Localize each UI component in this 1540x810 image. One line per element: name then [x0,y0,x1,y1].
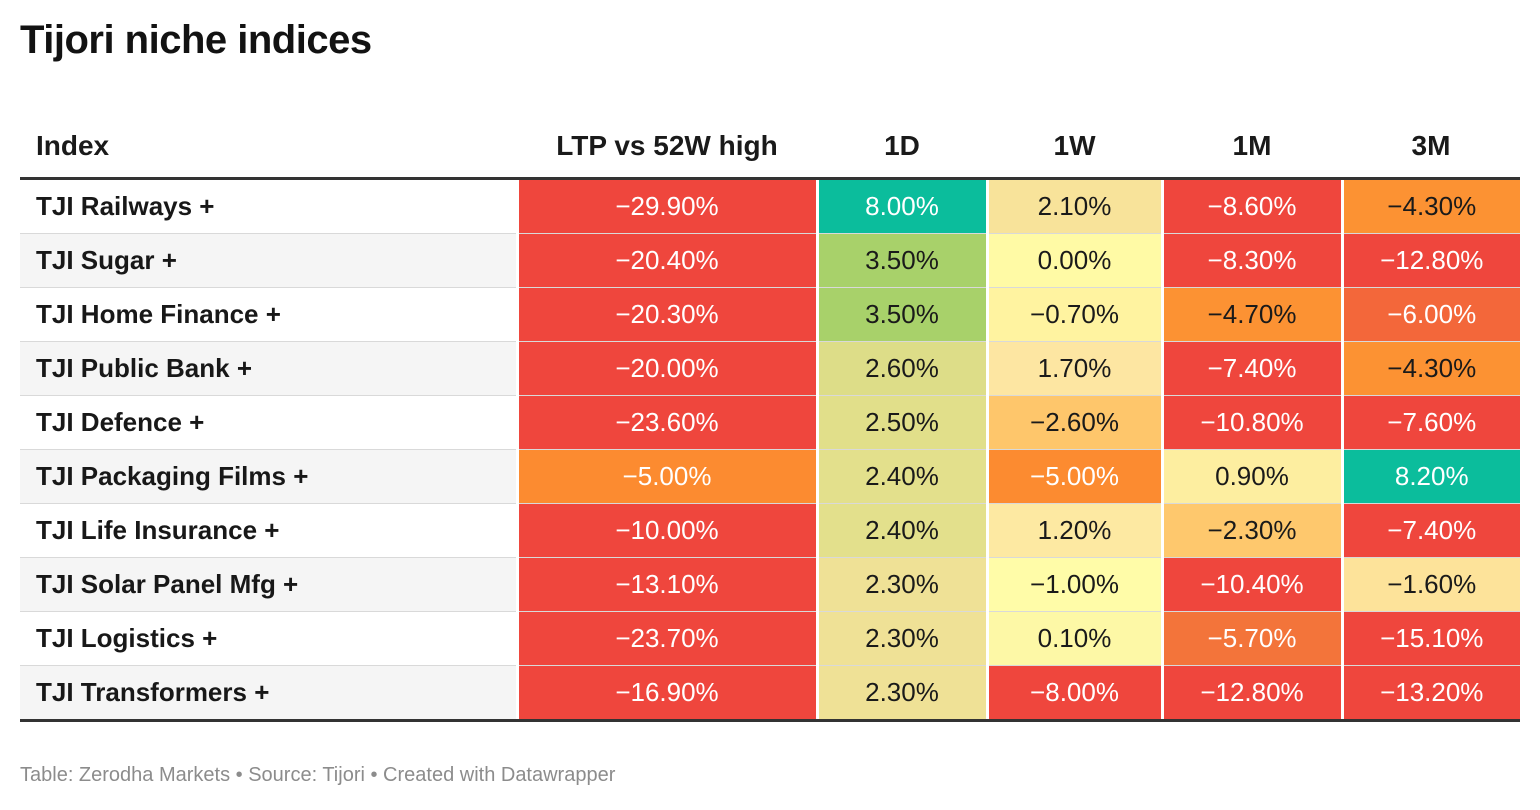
table-row: TJI Transformers + −16.90% 2.30% −8.00% −12.… [20,665,1520,722]
table-body: TJI Railways + −29.90% 8.00% 2.10% −8.60% −4.… [20,178,1520,722]
column-header-ltp-vs-52w-high[interactable]: LTP vs 52W high [517,115,817,180]
value-cell: 2.40% [815,449,987,504]
table-row: TJI Railways + −29.90% 8.00% 2.10% −8.60% −4.… [20,178,1520,234]
value-cell: −20.40% [515,233,817,288]
value-cell: −4.70% [1160,287,1342,342]
value-cell: 0.00% [985,233,1162,288]
table-row: TJI Life Insurance + −10.00% 2.40% 1.20% −2.… [20,503,1520,558]
value-cell: −12.80% [1340,233,1520,288]
value-cell: −7.40% [1340,503,1520,558]
value-cell: −8.30% [1160,233,1342,288]
value-cell: −5.00% [515,449,817,504]
index-name-cell: TJI Solar Panel Mfg + [20,557,517,612]
value-cell: −15.10% [1340,611,1520,666]
value-cell: 3.50% [815,287,987,342]
value-cell: 2.40% [815,503,987,558]
value-cell: −8.00% [985,665,1162,722]
value-cell: −1.00% [985,557,1162,612]
value-cell: 0.90% [1160,449,1342,504]
value-cell: 2.30% [815,665,987,722]
table-row: TJI Defence + −23.60% 2.50% −2.60% −10.80% −7… [20,395,1520,450]
value-cell: −20.00% [515,341,817,396]
value-cell: −2.60% [985,395,1162,450]
table-row: TJI Sugar + −20.40% 3.50% 0.00% −8.30% −12.80… [20,233,1520,288]
value-cell: −29.90% [515,178,817,234]
value-cell: −16.90% [515,665,817,722]
value-cell: 2.10% [985,178,1162,234]
value-cell: −20.30% [515,287,817,342]
value-cell: 3.50% [815,233,987,288]
index-name-cell: TJI Public Bank + [20,341,517,396]
value-cell: −7.60% [1340,395,1520,450]
value-cell: 2.30% [815,611,987,666]
column-header-1w[interactable]: 1W [987,115,1162,180]
value-cell: −2.30% [1160,503,1342,558]
index-name-cell: TJI Packaging Films + [20,449,517,504]
column-header-1m[interactable]: 1M [1162,115,1342,180]
value-cell: −1.60% [1340,557,1520,612]
chart-title: Tijori niche indices [20,18,372,62]
value-cell: −23.70% [515,611,817,666]
value-cell: −7.40% [1160,341,1342,396]
source-footer: Table: Zerodha Markets • Source: Tijori … [20,764,616,786]
table-row: TJI Solar Panel Mfg + −13.10% 2.30% −1.00% −… [20,557,1520,612]
value-cell: 0.10% [985,611,1162,666]
table-row: TJI Public Bank + −20.00% 2.60% 1.70% −7.40%… [20,341,1520,396]
value-cell: −13.20% [1340,665,1520,722]
table-row: TJI Logistics + −23.70% 2.30% 0.10% −5.70% −1… [20,611,1520,666]
value-cell: −0.70% [985,287,1162,342]
value-cell: −5.00% [985,449,1162,504]
value-cell: −6.00% [1340,287,1520,342]
table-row: TJI Home Finance + −20.30% 3.50% −0.70% −4.7… [20,287,1520,342]
value-cell: 2.50% [815,395,987,450]
column-header-index[interactable]: Index [20,115,517,180]
value-cell: 1.20% [985,503,1162,558]
value-cell: 1.70% [985,341,1162,396]
value-cell: −13.10% [515,557,817,612]
value-cell: −8.60% [1160,178,1342,234]
value-cell: 8.00% [815,178,987,234]
column-header-1d[interactable]: 1D [817,115,987,180]
table-row: TJI Packaging Films + −5.00% 2.40% −5.00% 0.… [20,449,1520,504]
index-name-cell: TJI Home Finance + [20,287,517,342]
column-header-3m[interactable]: 3M [1342,115,1520,180]
value-cell: 8.20% [1340,449,1520,504]
value-cell: −5.70% [1160,611,1342,666]
value-cell: −23.60% [515,395,817,450]
value-cell: 2.30% [815,557,987,612]
value-cell: −12.80% [1160,665,1342,722]
value-cell: −10.00% [515,503,817,558]
header-row: Index LTP vs 52W high 1D 1W 1M 3M [20,115,1520,180]
value-cell: −4.30% [1340,341,1520,396]
index-name-cell: TJI Railways + [20,178,517,234]
index-name-cell: TJI Life Insurance + [20,503,517,558]
index-name-cell: TJI Sugar + [20,233,517,288]
value-cell: 2.60% [815,341,987,396]
indices-table: Index LTP vs 52W high 1D 1W 1M 3M TJI Ra… [20,115,1520,722]
value-cell: −10.80% [1160,395,1342,450]
value-cell: −4.30% [1340,178,1520,234]
index-name-cell: TJI Defence + [20,395,517,450]
value-cell: −10.40% [1160,557,1342,612]
index-name-cell: TJI Transformers + [20,665,517,722]
index-name-cell: TJI Logistics + [20,611,517,666]
